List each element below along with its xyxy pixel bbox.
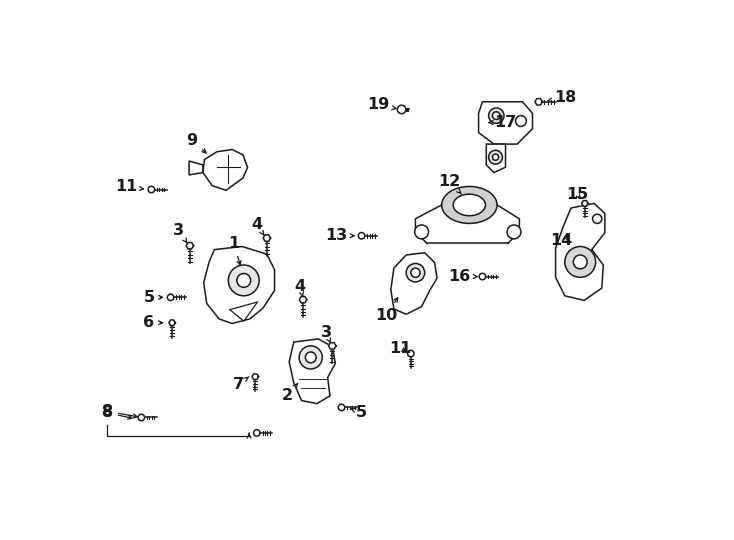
- Text: 8: 8: [102, 404, 137, 419]
- Polygon shape: [556, 204, 605, 300]
- Polygon shape: [479, 102, 532, 144]
- Polygon shape: [186, 242, 194, 249]
- Circle shape: [253, 430, 260, 436]
- Text: 5: 5: [351, 406, 367, 420]
- Circle shape: [407, 350, 414, 357]
- Circle shape: [411, 268, 420, 278]
- Text: 10: 10: [375, 298, 398, 322]
- Polygon shape: [299, 296, 307, 303]
- Circle shape: [148, 186, 155, 193]
- Circle shape: [358, 233, 365, 239]
- Text: 2: 2: [282, 383, 298, 403]
- Text: 15: 15: [566, 187, 588, 201]
- Circle shape: [305, 352, 316, 363]
- Text: 4: 4: [251, 218, 264, 235]
- Circle shape: [489, 150, 503, 164]
- Polygon shape: [390, 253, 437, 314]
- Circle shape: [415, 225, 429, 239]
- Polygon shape: [535, 99, 542, 105]
- Ellipse shape: [442, 186, 497, 224]
- Circle shape: [489, 108, 504, 123]
- Text: 9: 9: [186, 133, 206, 153]
- Circle shape: [479, 273, 486, 280]
- Polygon shape: [487, 144, 506, 173]
- Text: 16: 16: [448, 269, 477, 284]
- Text: 11: 11: [115, 179, 143, 194]
- Polygon shape: [204, 247, 275, 323]
- Text: 11: 11: [389, 341, 411, 356]
- Circle shape: [592, 214, 602, 224]
- Text: 6: 6: [143, 315, 162, 330]
- Circle shape: [565, 247, 595, 278]
- Polygon shape: [329, 343, 336, 349]
- Circle shape: [138, 414, 145, 421]
- Text: 8: 8: [102, 406, 132, 420]
- Polygon shape: [189, 161, 203, 175]
- Circle shape: [299, 346, 322, 369]
- Text: 19: 19: [367, 97, 396, 112]
- Circle shape: [493, 112, 500, 119]
- Circle shape: [167, 294, 174, 301]
- Polygon shape: [263, 235, 271, 241]
- Circle shape: [507, 225, 521, 239]
- Circle shape: [338, 404, 345, 411]
- Text: 17: 17: [489, 115, 517, 130]
- Text: 7: 7: [233, 377, 249, 392]
- Text: 14: 14: [550, 233, 573, 248]
- Polygon shape: [203, 150, 247, 190]
- Circle shape: [493, 154, 498, 160]
- Text: 1: 1: [228, 236, 241, 265]
- Text: 4: 4: [294, 279, 305, 297]
- Circle shape: [228, 265, 259, 296]
- Text: 3: 3: [172, 223, 187, 243]
- Circle shape: [398, 106, 405, 113]
- Text: 12: 12: [438, 174, 462, 194]
- Ellipse shape: [453, 194, 485, 215]
- Polygon shape: [169, 320, 175, 326]
- Circle shape: [406, 264, 425, 282]
- Text: 3: 3: [321, 325, 332, 343]
- Circle shape: [237, 273, 251, 287]
- Text: 13: 13: [325, 228, 354, 243]
- Circle shape: [397, 105, 406, 114]
- Circle shape: [515, 116, 526, 126]
- Text: 5: 5: [143, 290, 162, 305]
- Circle shape: [573, 255, 587, 269]
- Polygon shape: [289, 339, 335, 403]
- Polygon shape: [581, 200, 588, 206]
- Text: 18: 18: [548, 90, 576, 105]
- Polygon shape: [252, 374, 258, 380]
